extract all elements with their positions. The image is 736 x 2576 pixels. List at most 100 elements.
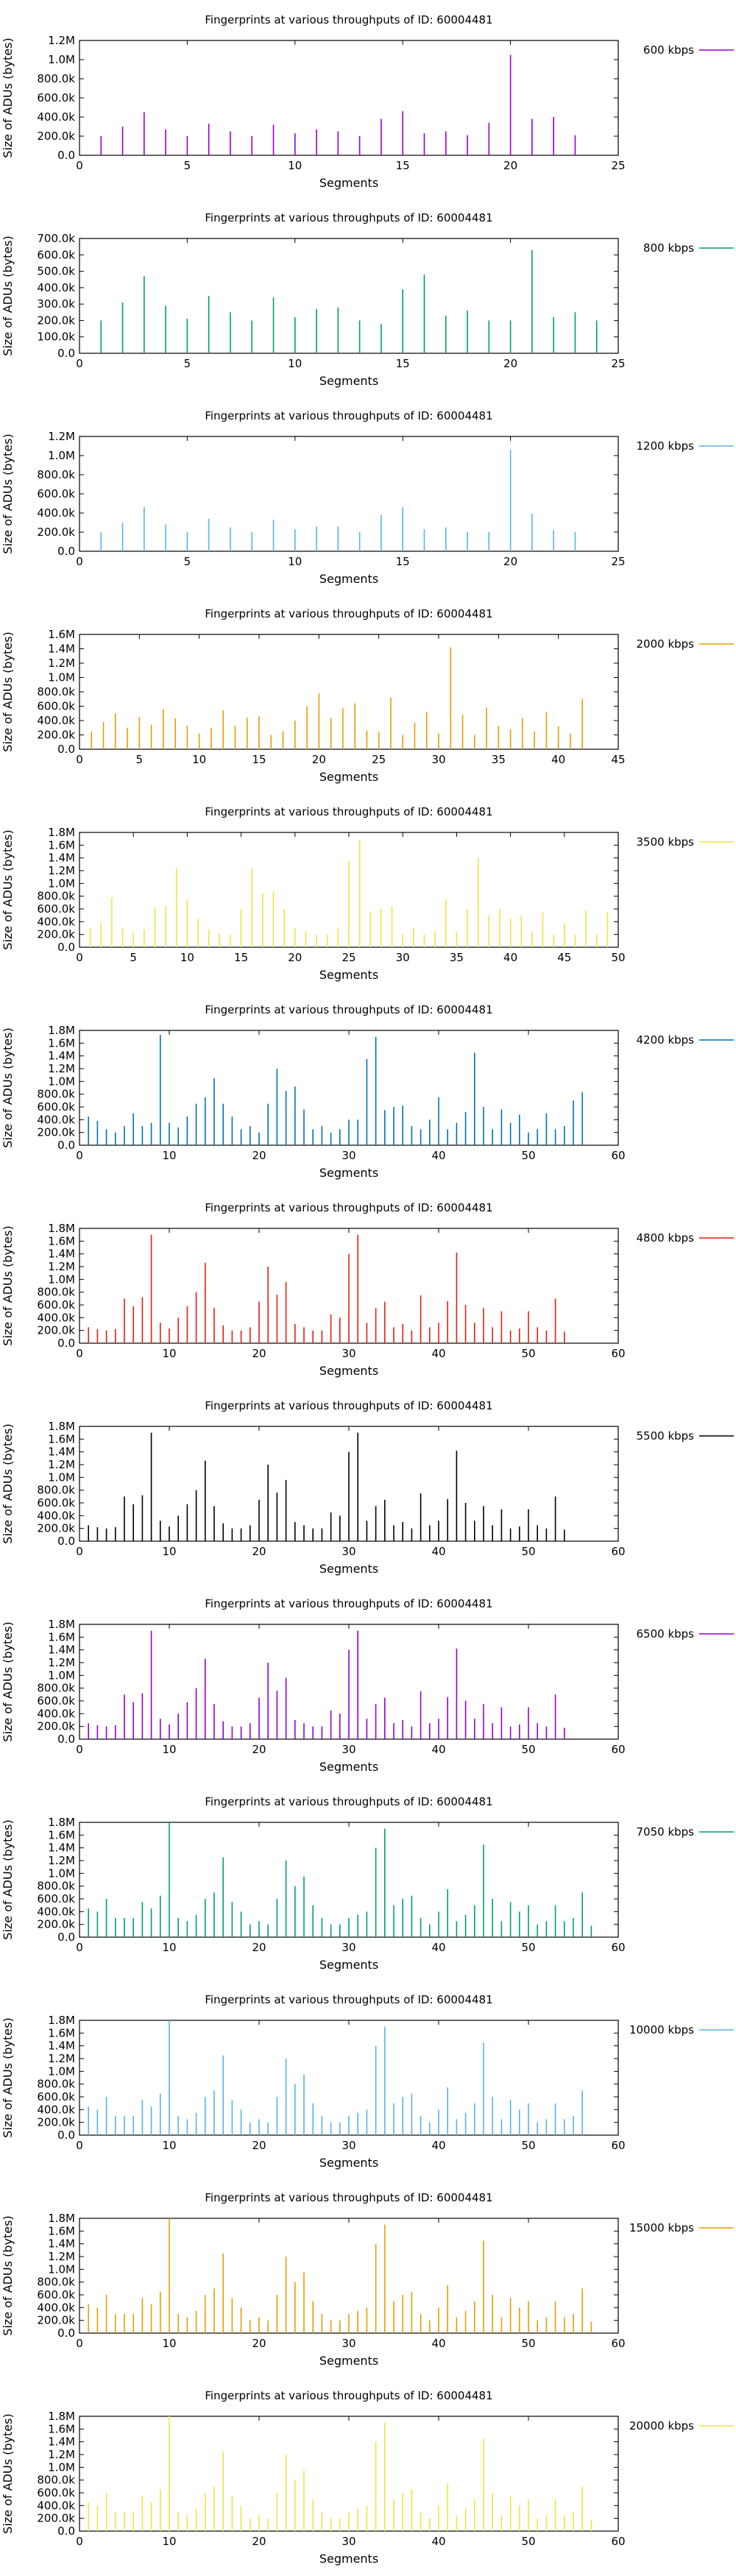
y-tick-label: 0.0 bbox=[57, 347, 75, 360]
chart-title: Fingerprints at various throughputs of I… bbox=[205, 211, 492, 224]
y-tick-label: 1.2M bbox=[48, 1854, 75, 1867]
y-tick-label: 1.4M bbox=[48, 2039, 75, 2053]
y-tick-label: 0.0 bbox=[57, 545, 75, 558]
y-tick-label: 1.2M bbox=[48, 1062, 75, 1075]
x-tick-label: 15 bbox=[396, 357, 410, 370]
y-tick-label: 200.0k bbox=[37, 1522, 75, 1535]
chart-title: Fingerprints at various throughputs of I… bbox=[205, 1003, 492, 1016]
x-tick-label: 30 bbox=[342, 1545, 355, 1558]
legend-label: 10000 kbps bbox=[629, 2023, 694, 2037]
y-tick-label: 1.6M bbox=[48, 2422, 75, 2435]
y-tick-label: 200.0k bbox=[37, 526, 75, 539]
y-tick-label: 500.0k bbox=[37, 265, 75, 278]
y-tick-label: 1.4M bbox=[48, 1248, 75, 1261]
y-tick-label: 1.6M bbox=[48, 838, 75, 852]
chart-svg: Fingerprints at various throughputs of I… bbox=[1, 1795, 734, 1972]
y-tick-label: 1.6M bbox=[48, 1432, 75, 1446]
x-tick-label: 25 bbox=[611, 555, 625, 568]
x-axis-label: Segments bbox=[319, 1364, 378, 1378]
plot-frame bbox=[79, 238, 619, 354]
chart-title: Fingerprints at various throughputs of I… bbox=[205, 805, 492, 818]
y-tick-label: 600.0k bbox=[37, 2486, 75, 2499]
y-tick-label: 1.8M bbox=[48, 2014, 75, 2027]
y-tick-label: 0.0 bbox=[57, 1139, 75, 1152]
y-tick-label: 600.0k bbox=[37, 487, 75, 500]
y-tick-label: 400.0k bbox=[37, 1509, 75, 1522]
y-tick-label: 600.0k bbox=[37, 2090, 75, 2103]
y-tick-label: 600.0k bbox=[37, 902, 75, 916]
chart-title: Fingerprints at various throughputs of I… bbox=[205, 2191, 492, 2204]
y-tick-label: 1.2M bbox=[48, 34, 75, 47]
x-axis-label: Segments bbox=[319, 770, 378, 784]
y-tick-label: 1.2M bbox=[48, 2448, 75, 2461]
y-tick-label: 1.0M bbox=[48, 1866, 75, 1880]
x-tick-label: 5 bbox=[184, 357, 191, 370]
x-axis-label: Segments bbox=[319, 1958, 378, 1972]
chart-title: Fingerprints at various throughputs of I… bbox=[205, 13, 492, 26]
x-tick-label: 40 bbox=[431, 1941, 445, 1954]
x-tick-label: 25 bbox=[611, 357, 625, 370]
chart-title: Fingerprints at various throughputs of I… bbox=[205, 2389, 492, 2402]
chart-panel: Fingerprints at various throughputs of I… bbox=[0, 0, 736, 198]
chart-svg: Fingerprints at various throughputs of I… bbox=[1, 409, 734, 586]
chart-svg: Fingerprints at various throughputs of I… bbox=[1, 211, 734, 388]
chart-title: Fingerprints at various throughputs of I… bbox=[205, 1399, 492, 1412]
y-tick-label: 400.0k bbox=[37, 915, 75, 928]
y-tick-label: 400.0k bbox=[37, 506, 75, 520]
y-axis-label: Size of ADUs (bytes) bbox=[1, 1027, 15, 1147]
y-tick-label: 1.8M bbox=[48, 826, 75, 839]
chart-svg: Fingerprints at various throughputs of I… bbox=[1, 1597, 734, 1774]
x-tick-label: 60 bbox=[611, 1941, 625, 1954]
y-tick-label: 200.0k bbox=[37, 1126, 75, 1139]
y-tick-label: 400.0k bbox=[37, 1905, 75, 1918]
x-tick-label: 30 bbox=[342, 1743, 355, 1756]
x-tick-label: 5 bbox=[184, 555, 191, 568]
x-tick-label: 50 bbox=[521, 1347, 535, 1360]
chart-svg: Fingerprints at various throughputs of I… bbox=[1, 805, 734, 982]
y-tick-label: 0.0 bbox=[57, 1931, 75, 1944]
y-axis-label: Size of ADUs (bytes) bbox=[1, 2215, 15, 2335]
chart-panel: Fingerprints at various throughputs of I… bbox=[0, 198, 736, 396]
chart-svg: Fingerprints at various throughputs of I… bbox=[1, 1003, 734, 1180]
y-tick-label: 1.0M bbox=[48, 1471, 75, 1484]
y-tick-label: 1.0M bbox=[48, 2064, 75, 2078]
legend-label: 600 kbps bbox=[643, 43, 694, 57]
x-tick-label: 30 bbox=[342, 1149, 355, 1162]
y-axis-label: Size of ADUs (bytes) bbox=[1, 631, 15, 751]
y-tick-label: 200.0k bbox=[37, 1720, 75, 1733]
x-tick-label: 60 bbox=[611, 2337, 625, 2350]
x-axis-label: Segments bbox=[319, 572, 378, 586]
x-tick-label: 20 bbox=[503, 555, 517, 568]
x-tick-label: 60 bbox=[611, 1743, 625, 1756]
chart-title: Fingerprints at various throughputs of I… bbox=[205, 607, 492, 620]
y-tick-label: 1.4M bbox=[48, 1841, 75, 1855]
y-tick-label: 1.0M bbox=[48, 877, 75, 890]
y-tick-label: 800.0k bbox=[37, 1682, 75, 1695]
y-tick-label: 100.0k bbox=[37, 330, 75, 344]
x-tick-label: 25 bbox=[342, 951, 355, 964]
x-tick-label: 10 bbox=[162, 1545, 176, 1558]
x-tick-label: 10 bbox=[288, 555, 302, 568]
x-tick-label: 20 bbox=[252, 1545, 266, 1558]
x-tick-label: 10 bbox=[192, 753, 206, 766]
y-tick-label: 1.8M bbox=[48, 2212, 75, 2225]
x-tick-label: 20 bbox=[503, 357, 517, 370]
y-tick-label: 600.0k bbox=[37, 1496, 75, 1510]
x-axis-label: Segments bbox=[319, 2354, 378, 2368]
x-tick-label: 0 bbox=[76, 1149, 83, 1162]
y-tick-label: 1.2M bbox=[48, 1656, 75, 1669]
chart-panel: Fingerprints at various throughputs of I… bbox=[0, 990, 736, 1188]
x-tick-label: 0 bbox=[76, 1545, 83, 1558]
y-tick-label: 0.0 bbox=[57, 1733, 75, 1746]
y-tick-label: 600.0k bbox=[37, 1892, 75, 1906]
x-tick-label: 50 bbox=[611, 951, 625, 964]
x-axis-label: Segments bbox=[319, 2156, 378, 2170]
chart-panel: Fingerprints at various throughputs of I… bbox=[0, 396, 736, 594]
y-tick-label: 1.6M bbox=[48, 1630, 75, 1643]
x-tick-label: 40 bbox=[503, 951, 517, 964]
legend-label: 7050 kbps bbox=[637, 1825, 695, 1839]
x-tick-label: 35 bbox=[450, 951, 464, 964]
chart-svg: Fingerprints at various throughputs of I… bbox=[1, 2191, 734, 2368]
x-tick-label: 10 bbox=[162, 1347, 176, 1360]
y-tick-label: 1.2M bbox=[48, 2250, 75, 2263]
